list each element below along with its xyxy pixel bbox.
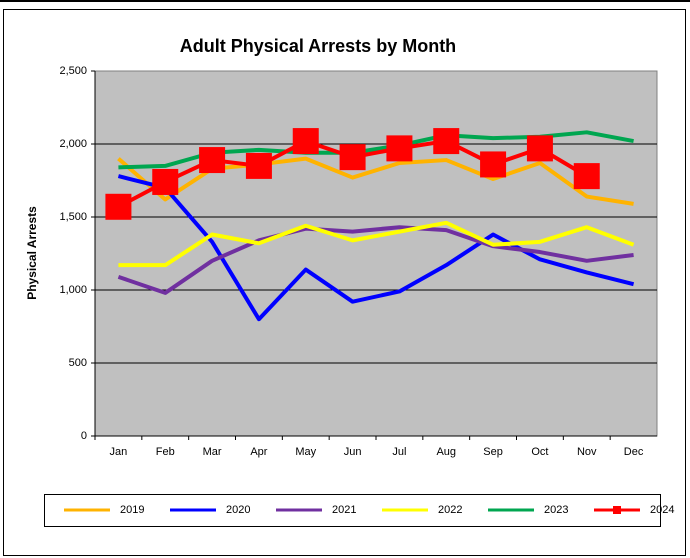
x-tick-label: Nov xyxy=(577,446,597,458)
x-tick-label: Oct xyxy=(531,446,548,458)
legend-label: 2020 xyxy=(226,504,250,516)
legend-label: 2021 xyxy=(332,504,356,516)
y-tick-label: 0 xyxy=(81,430,87,442)
legend-marker xyxy=(613,506,621,514)
x-tick-label: Dec xyxy=(624,446,644,458)
series-line xyxy=(118,220,635,268)
legend-label: 2024 xyxy=(650,504,674,516)
series-marker xyxy=(292,128,319,155)
chart-title: Adult Physical Arrests by Month xyxy=(180,36,456,56)
series-marker xyxy=(433,128,460,155)
series-marker xyxy=(245,152,272,179)
x-tick-label: Apr xyxy=(250,446,267,458)
y-axis-label: Physical Arrests xyxy=(25,206,39,300)
plot-area xyxy=(94,70,658,437)
x-tick-label: Sep xyxy=(483,446,503,458)
x-tick-label: May xyxy=(295,446,316,458)
x-tick-label: Jun xyxy=(344,446,362,458)
series-marker xyxy=(526,135,553,162)
x-tick-label: Mar xyxy=(203,446,222,458)
series-line xyxy=(117,225,634,295)
series-marker xyxy=(339,144,366,171)
y-tick-label: 1,000 xyxy=(59,284,87,296)
series-marker xyxy=(573,163,600,190)
series-marker xyxy=(386,135,413,162)
y-tick-label: 2,000 xyxy=(59,138,87,150)
series-line xyxy=(117,156,634,206)
series-line xyxy=(117,174,635,322)
y-tick-label: 2,500 xyxy=(59,65,87,77)
series-marker xyxy=(480,151,507,178)
x-tick-label: Jul xyxy=(392,446,406,458)
x-tick-label: Feb xyxy=(156,446,175,458)
y-tick-label: 1,500 xyxy=(59,211,87,223)
legend-label: 2019 xyxy=(120,504,144,516)
legend-box xyxy=(44,494,661,527)
legend-label: 2023 xyxy=(544,504,568,516)
series-marker xyxy=(152,168,179,195)
series-marker xyxy=(105,193,132,220)
series-marker xyxy=(199,147,226,174)
x-tick-label: Aug xyxy=(436,446,456,458)
x-tick-label: Jan xyxy=(110,446,128,458)
legend-label: 2022 xyxy=(438,504,462,516)
y-tick-label: 500 xyxy=(69,357,87,369)
